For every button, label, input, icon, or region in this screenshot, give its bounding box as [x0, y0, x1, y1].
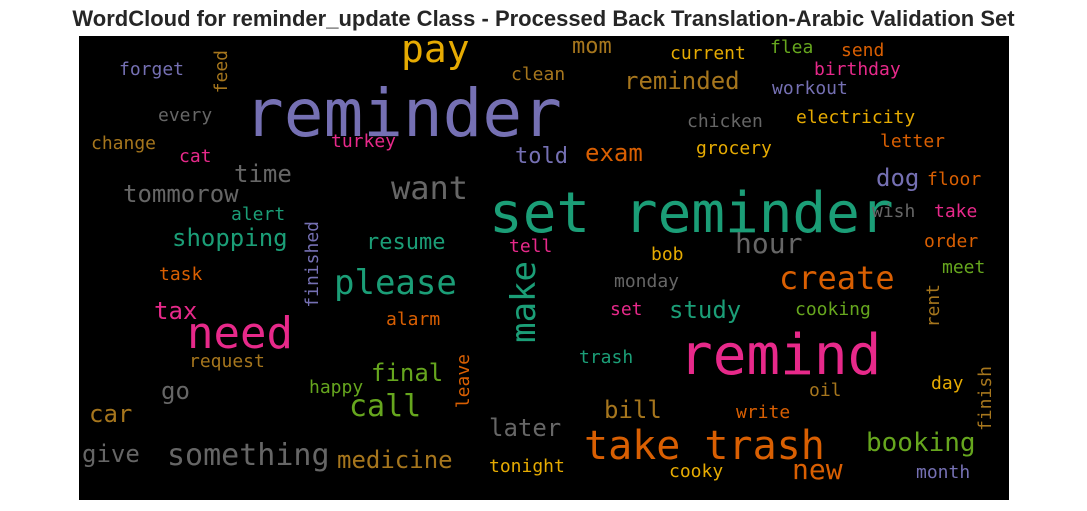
word-forget: forget	[119, 59, 185, 80]
word-turkey: turkey	[331, 131, 397, 152]
word-take-trash: take trash	[584, 423, 825, 469]
word-oil: oil	[809, 380, 842, 401]
word-make: make	[504, 261, 544, 343]
word-bill: bill	[604, 396, 662, 424]
word-workout: workout	[772, 78, 848, 99]
word-resume: resume	[366, 230, 446, 255]
word-cooky: cooky	[669, 461, 724, 482]
word-flea: flea	[770, 37, 814, 58]
word-request: request	[189, 351, 265, 372]
word-dog: dog	[876, 164, 920, 192]
word-letter: letter	[880, 131, 946, 152]
word-feed: feed	[211, 50, 232, 94]
word-remind: remind	[679, 323, 882, 388]
chart-title: WordCloud for reminder_update Class - Pr…	[72, 6, 1015, 31]
word-set-reminder: set reminder	[489, 181, 894, 246]
word-call: call	[349, 389, 422, 424]
word-reminded: reminded	[624, 67, 740, 95]
word-happy: happy	[309, 377, 364, 398]
word-finish: finish	[975, 366, 996, 432]
word-current: current	[670, 43, 746, 64]
word-create: create	[779, 259, 895, 297]
word-tommorow: tommorow	[123, 180, 239, 208]
word-medicine: medicine	[337, 446, 453, 474]
word-wish: wish	[872, 201, 916, 222]
word-bob: bob	[651, 244, 684, 265]
word-go: go	[161, 377, 190, 405]
word-mom: mom	[572, 36, 612, 59]
word-leave: leave	[453, 354, 474, 409]
word-every: every	[158, 105, 213, 126]
word-cooking: cooking	[795, 299, 871, 320]
word-day: day	[931, 373, 964, 394]
word-clean: clean	[511, 64, 566, 85]
word-set: set	[610, 299, 643, 320]
word-cat: cat	[179, 146, 212, 167]
wordcloud-canvas: reminder set reminder remind need take trash…	[79, 36, 1009, 500]
word-electricity: electricity	[796, 107, 916, 128]
word-finished: finished	[302, 221, 323, 308]
word-give: give	[82, 440, 140, 468]
word-study: study	[669, 296, 742, 324]
word-write: write	[736, 402, 791, 423]
word-shopping: shopping	[172, 224, 288, 252]
word-meet: meet	[942, 257, 986, 278]
word-alarm: alarm	[386, 309, 441, 330]
word-time: time	[234, 160, 292, 188]
word-car: car	[89, 400, 133, 428]
word-send: send	[841, 40, 885, 61]
word-chicken: chicken	[687, 111, 763, 132]
word-reminder: reminder	[244, 75, 562, 152]
word-rent: rent	[923, 284, 944, 328]
word-change: change	[91, 133, 157, 154]
word-hour: hour	[735, 227, 803, 260]
word-final: final	[371, 359, 444, 387]
word-need: need	[187, 308, 293, 359]
word-exam: exam	[585, 139, 643, 167]
word-task: task	[159, 264, 203, 285]
word-order: order	[924, 231, 979, 252]
word-tax: tax	[154, 297, 198, 325]
word-alert: alert	[231, 204, 286, 225]
word-told: told	[515, 144, 568, 169]
word-new: new	[792, 453, 843, 486]
word-trash: trash	[579, 347, 634, 368]
word-please: please	[334, 263, 457, 303]
word-want: want	[391, 169, 469, 207]
word-pay: pay	[401, 36, 470, 71]
word-something: something	[167, 438, 330, 473]
word-take: take	[934, 201, 978, 222]
word-booking: booking	[866, 428, 976, 458]
word-monday: monday	[614, 271, 680, 292]
word-grocery: grocery	[696, 138, 772, 159]
word-later: later	[489, 414, 562, 442]
word-birthday: birthday	[814, 59, 901, 80]
word-tell: tell	[509, 236, 553, 257]
word-month: month	[916, 462, 971, 483]
word-tonight: tonight	[489, 456, 565, 477]
word-floor: floor	[927, 169, 982, 190]
